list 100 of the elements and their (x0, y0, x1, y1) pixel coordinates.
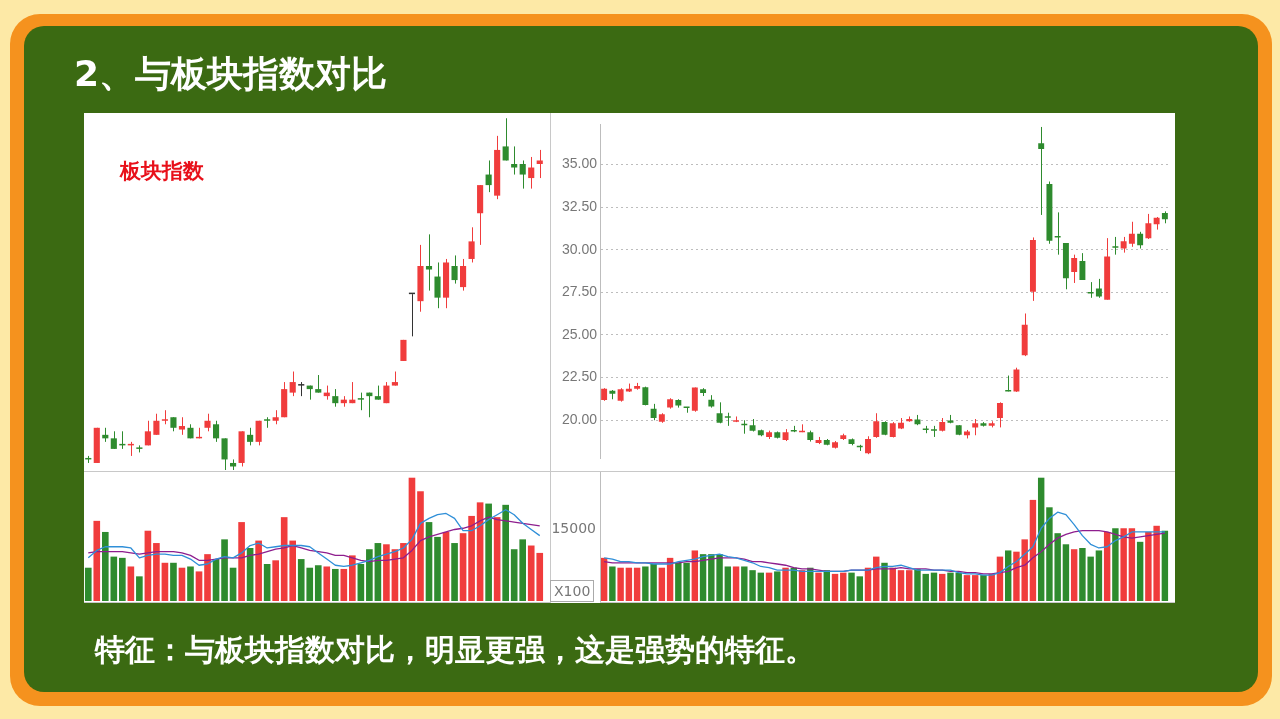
bar (340, 568, 348, 601)
bar (1095, 550, 1103, 601)
bar (798, 570, 806, 601)
bar (947, 572, 954, 601)
bar (170, 562, 177, 601)
bar (366, 549, 373, 601)
bar (195, 571, 203, 601)
bar (633, 567, 641, 601)
candlestick (528, 156, 535, 190)
bar (831, 573, 839, 601)
bar (757, 572, 765, 601)
candlestick (434, 261, 441, 309)
candlestick (468, 226, 475, 263)
bar (840, 572, 847, 601)
bar (1070, 549, 1078, 601)
bar (600, 557, 608, 601)
y-tick-label: 22.50 (561, 368, 598, 385)
bar (881, 562, 888, 601)
bar (856, 576, 863, 601)
y-tick-label: 25.00 (561, 325, 598, 342)
candlestick (255, 420, 262, 446)
y-tick-label: 30.00 (561, 240, 598, 257)
candlestick (144, 420, 151, 446)
bar (658, 567, 666, 601)
bar (922, 573, 929, 601)
bar (331, 568, 339, 601)
candlestick (1128, 221, 1135, 248)
bar (609, 566, 616, 601)
candlestick (511, 145, 518, 176)
bar (988, 573, 995, 601)
bar (1112, 528, 1119, 601)
bar (1062, 544, 1070, 601)
bar (625, 567, 633, 601)
candlestick (1079, 252, 1086, 281)
candlestick (536, 149, 543, 179)
bar (765, 572, 773, 601)
bar (349, 555, 356, 601)
bar (272, 560, 279, 601)
candlestick (502, 117, 509, 161)
bar (417, 491, 424, 601)
bar (1037, 477, 1045, 601)
bar (1161, 530, 1169, 601)
candlestick (996, 401, 1003, 428)
bar (161, 562, 169, 601)
bar (980, 575, 987, 601)
bar (119, 557, 126, 601)
bar (468, 515, 475, 601)
candlestick (212, 420, 220, 443)
bar (782, 567, 789, 601)
bar (691, 550, 699, 601)
candlestick (425, 233, 433, 292)
bar (955, 572, 962, 601)
bar (963, 575, 971, 601)
y-tick-label: 27.50 (561, 283, 598, 300)
candlestick (1071, 254, 1078, 284)
bar (442, 531, 450, 601)
bar (229, 567, 237, 601)
bar (127, 566, 135, 601)
bar (153, 543, 160, 601)
bar (848, 572, 855, 601)
candlestick (485, 159, 492, 193)
bar (485, 503, 492, 601)
bar (400, 543, 407, 601)
bar (93, 520, 101, 601)
bar (617, 567, 624, 601)
text: 特征：与板块指数对比，明显更强，这是强势的特征。 (95, 631, 815, 669)
candlestick (1145, 213, 1152, 240)
bar (1120, 528, 1127, 601)
bar (732, 566, 740, 601)
bar (971, 575, 979, 601)
candlestick (451, 254, 458, 285)
bar (906, 570, 913, 601)
bar (1103, 531, 1111, 601)
candlestick (1013, 367, 1020, 393)
bar (434, 536, 441, 601)
candlestick (519, 159, 526, 190)
bar (939, 573, 946, 601)
bar (323, 566, 331, 601)
bar (255, 540, 262, 601)
bar (774, 571, 781, 601)
bar (815, 572, 822, 601)
annotation: 板块指数 (120, 158, 204, 185)
bar (221, 539, 228, 601)
bar (897, 570, 905, 601)
bar (724, 566, 732, 601)
bar (263, 564, 271, 601)
y-tick-label: 20.00 (561, 411, 598, 428)
bar (502, 504, 509, 601)
bar (1136, 541, 1144, 601)
bar (178, 567, 186, 601)
bar (314, 565, 322, 601)
bar (238, 522, 245, 601)
candlestick (221, 437, 228, 470)
bar (187, 566, 194, 601)
candlestick (289, 371, 296, 397)
bar (136, 576, 143, 601)
bar (204, 554, 211, 601)
bar (930, 572, 938, 601)
bar (451, 543, 458, 601)
candlestick (691, 387, 698, 413)
